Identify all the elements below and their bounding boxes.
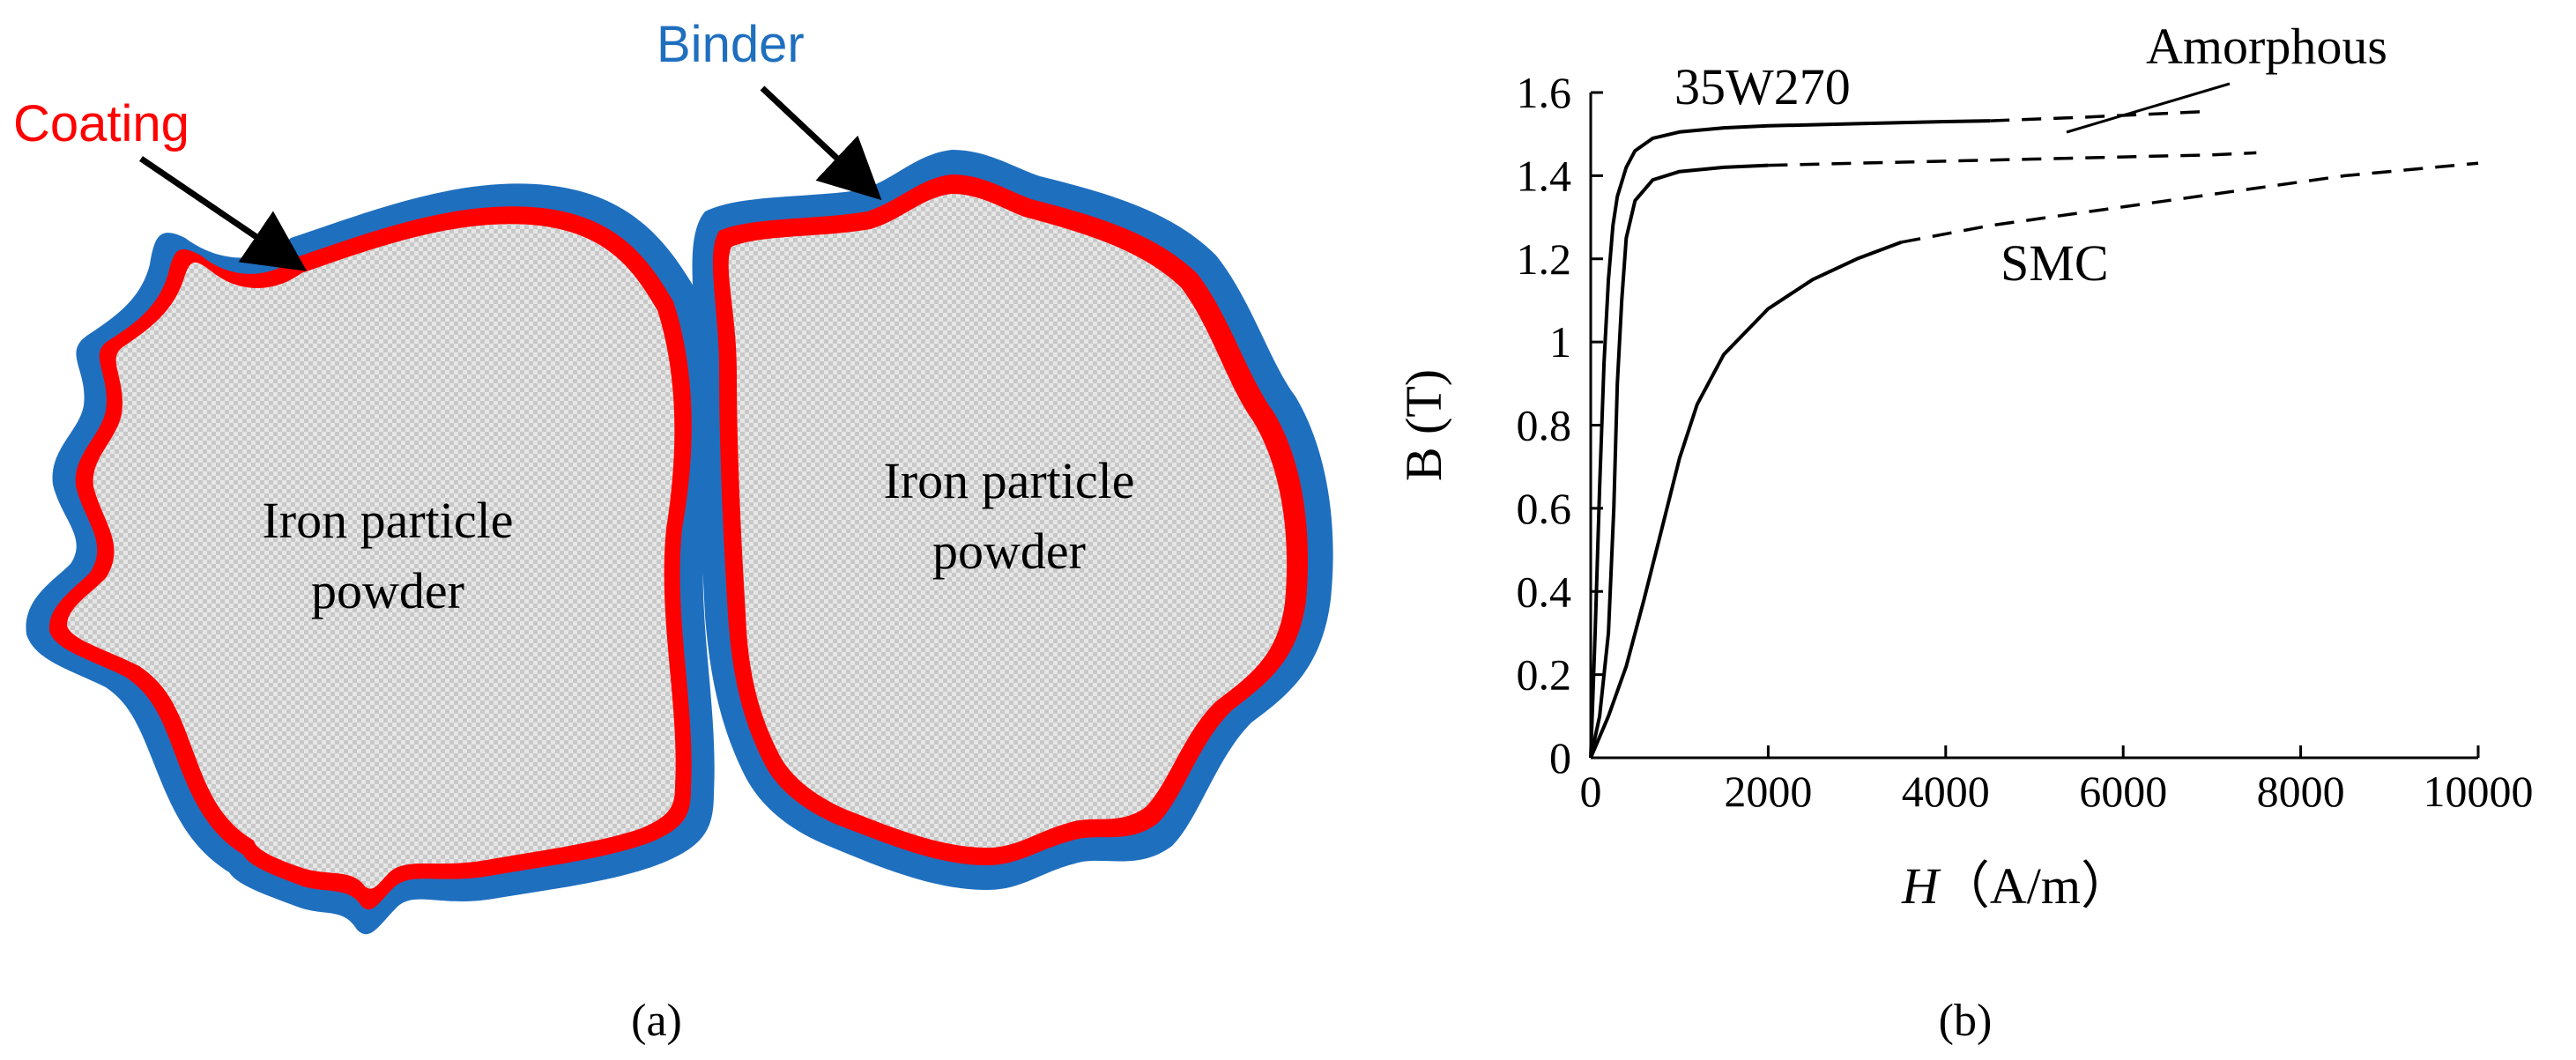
left-iron-core — [67, 224, 676, 889]
y-tick-label: 1 — [1549, 317, 1571, 367]
x-axis-label: H（A/m） — [1901, 857, 2132, 915]
binder-label: Binder — [657, 16, 805, 73]
y-tick-label: 0 — [1549, 733, 1571, 782]
coating-annotation: Coating — [13, 95, 308, 271]
series-amorphous-solid — [1589, 163, 1769, 759]
series-s35w270-dashed — [1990, 109, 2212, 122]
x-tick-label: 10000 — [2424, 767, 2534, 816]
x-tick-label: 8000 — [2257, 767, 2345, 816]
binder-annotation: Binder — [657, 16, 882, 201]
y-tick-label: 1.4 — [1517, 151, 1572, 200]
series-smc-dashed — [1901, 161, 2479, 244]
binder-arrow — [760, 85, 882, 201]
panel-a: Iron particle powder Iron particle powde… — [13, 16, 1333, 1046]
left-particle-label-line1: Iron particle — [262, 492, 513, 549]
y-tick-label: 0.6 — [1517, 484, 1572, 533]
right-particle-label-line1: Iron particle — [883, 452, 1134, 509]
y-tick-label: 0.2 — [1517, 650, 1572, 700]
left-particle-label-line2: powder — [311, 562, 464, 619]
series-smc-solid — [1589, 241, 1903, 759]
y-tick-label: 0.4 — [1517, 567, 1572, 616]
panel-b-label: (b) — [1939, 996, 1993, 1046]
series-label-35w270: 35W270 — [1674, 58, 1851, 115]
coating-arrow — [139, 156, 308, 271]
panel-a-label: (a) — [631, 996, 682, 1046]
y-tick-label: 0.8 — [1517, 401, 1572, 450]
series-amorphous-dashed — [1768, 151, 2257, 167]
coating-label: Coating — [13, 95, 189, 152]
x-tick-label: 6000 — [2079, 767, 2167, 816]
x-tick-label: 4000 — [1902, 767, 1990, 816]
right-particle: Iron particle powder — [692, 150, 1333, 890]
x-axis-label-unit: （A/m） — [1939, 857, 2132, 915]
panel-b: 0 0.2 0.4 0.6 0.8 1 1.2 1.4 1.6 0 2000 4000 6000 8000… — [1395, 18, 2534, 1046]
x-tick-label: 2000 — [1724, 767, 1812, 816]
left-particle: Iron particle powder — [26, 183, 716, 935]
y-axis-label: B (T) — [1395, 369, 1452, 481]
right-iron-core — [728, 194, 1288, 848]
bh-chart: 0 0.2 0.4 0.6 0.8 1 1.2 1.4 1.6 0 2000 4000 6000 8000… — [1395, 18, 2534, 915]
right-particle-label-line2: powder — [932, 523, 1086, 580]
y-tick-label: 1.2 — [1517, 234, 1572, 284]
series-label-amorphous: Amorphous — [2146, 18, 2387, 75]
x-axis-label-symbol: H — [1901, 857, 1941, 915]
y-tick-label: 1.6 — [1517, 68, 1572, 117]
series-label-smc: SMC — [2001, 234, 2109, 292]
series-s35w270-solid — [1589, 119, 1991, 759]
x-tick-label: 0 — [1580, 767, 1602, 816]
amorphous-leader-line — [2066, 82, 2231, 134]
